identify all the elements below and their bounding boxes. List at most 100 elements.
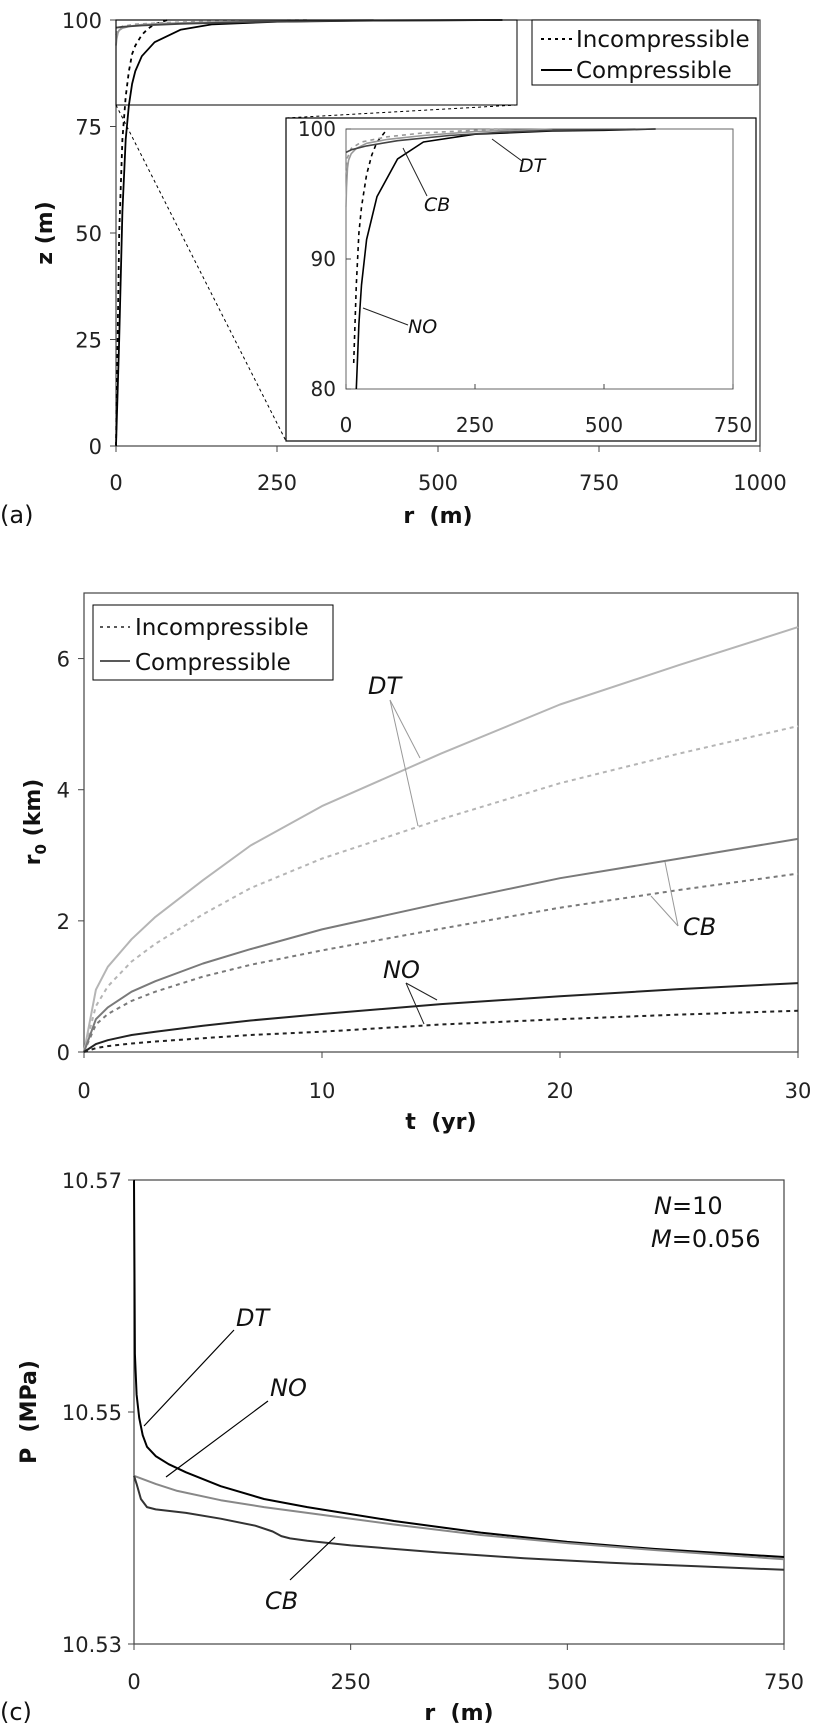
panel-c-series — [133, 1179, 785, 1571]
panel-b-legend-compressible: Compressible — [135, 650, 291, 676]
panel-c-annotation-cb: CB — [265, 1587, 298, 1615]
panel-b-x-tick-label: 0 — [77, 1079, 90, 1103]
inset-annotation-no: NO — [408, 316, 437, 338]
panel-a-series-dashed-3 — [115, 19, 310, 36]
panel-a-inset-ticks: 0 250 500 750 80 90 100 — [298, 117, 752, 437]
inset-annotation-arrow-no — [362, 307, 409, 326]
panel-a-inset-series-dashed-3 — [345, 128, 501, 175]
panel-b-y-tick-label: 0 — [57, 1041, 70, 1065]
panel-b-series-dt-solid-0 — [83, 626, 799, 1053]
panel-b-series-cb-dashed-3 — [83, 872, 799, 1053]
panel-a-y-tick-label: 50 — [75, 222, 102, 246]
panel-b-annotation-arrow-no — [405, 982, 425, 1025]
panel-c-ticks: 0 250 500 750 10.53 10.55 10.57 — [62, 1169, 804, 1694]
panel-c-annotation-arrow-cb — [289, 1536, 336, 1581]
panel-a-inset-x-tick-label: 750 — [714, 413, 752, 437]
panel-a-zoom-box — [115, 19, 518, 106]
panel-b-series — [83, 626, 799, 1053]
panel-b-series-no-dashed-5 — [83, 1009, 799, 1053]
panel-b-annotation-arrow-no — [405, 982, 438, 1001]
panel-a-legend-compressible: Compressible — [576, 58, 732, 84]
panel-b-y-tick-label: 6 — [57, 648, 70, 672]
panel-a-inset: 0 250 500 750 80 90 100 DT CB NO — [285, 117, 757, 442]
panel-b-xlabel: t (yr) — [405, 1110, 476, 1135]
panel-a-x-tick-label: 750 — [579, 471, 619, 495]
panel-c-x-tick-label: 750 — [764, 1670, 804, 1694]
panel-a-legend: Incompressible Compressible — [531, 19, 759, 86]
panel-c-annotation-dt: DT — [236, 1304, 271, 1332]
panel-b-series-cb-solid-2 — [83, 837, 799, 1053]
panel-a-x-tick-label: 500 — [418, 471, 458, 495]
panel-a-inset-x-tick-label: 0 — [340, 413, 353, 437]
panel-a-y-tick-label: 75 — [75, 116, 102, 140]
panel-b-annotation-arrow-dt — [389, 699, 419, 827]
panel-a-x-tick-label: 250 — [257, 471, 297, 495]
panel-b-annotation-no: NO — [383, 956, 420, 984]
panel-a-inset-y-tick-label: 80 — [311, 377, 336, 401]
panel-b-series-no-solid-4 — [83, 982, 799, 1053]
panel-a-y-tick-label: 25 — [75, 329, 102, 353]
panel-b-ylabel-rest: (km) — [21, 779, 46, 844]
panel-c-annotation-arrow-dt — [143, 1329, 235, 1427]
inset-annotation-arrow-cb — [402, 147, 428, 197]
panel-a-xlabel: r (m) — [403, 504, 472, 529]
panel-b-ylabel-main: r — [21, 854, 46, 865]
panel-c-param-n-value: =10 — [672, 1192, 723, 1220]
panel-c-param-m-symbol: M — [651, 1225, 672, 1253]
panel-a-y-tick-label: 100 — [62, 9, 102, 33]
panel-b-legend-incompressible: Incompressible — [135, 615, 309, 641]
panel-b-annotation-arrow-cb — [650, 895, 679, 927]
panel-c-param-n-symbol: N — [654, 1192, 672, 1220]
panel-a-x-tick-label: 1000 — [733, 471, 786, 495]
panel-a-inset-frame — [285, 117, 757, 442]
panel-c-y-tick-label: 10.57 — [62, 1169, 122, 1193]
panel-a-inset-series-solid-4 — [345, 128, 656, 154]
panel-a-zoom-connector — [115, 104, 287, 442]
inset-annotation-cb: CB — [424, 194, 450, 216]
panel-c: 0 250 500 750 10.53 10.55 10.57 N=10 M=0.056 D… — [0, 1169, 804, 1726]
panel-c-x-tick-label: 500 — [547, 1670, 587, 1694]
panel-b-legend: Incompressible Compressible — [92, 604, 334, 681]
panel-b-ylabel-sub: 0 — [32, 844, 50, 854]
panel-a-x-tick-label: 0 — [109, 471, 122, 495]
panel-c-annotation-arrow-no — [165, 1400, 269, 1478]
inset-annotation-arrow-dt — [491, 138, 523, 162]
panel-b-legend-box — [92, 604, 334, 681]
panel-c-y-tick-label: 10.55 — [62, 1401, 122, 1425]
panel-c-param-n: N=10 — [654, 1192, 723, 1220]
panel-c-y-tick-label: 10.53 — [62, 1633, 122, 1657]
panel-c-x-tick-label: 0 — [127, 1670, 140, 1694]
panel-c-series-cb-solid-2 — [133, 1475, 785, 1571]
panel-a-inset-y-tick-label: 100 — [298, 117, 336, 141]
panel-c-series-dt-solid-0 — [133, 1179, 785, 1558]
panel-c-param-m: M=0.056 — [651, 1225, 761, 1253]
panel-a-zoom-connector — [285, 104, 518, 119]
panel-b-ylabel: r0 (km) — [21, 779, 50, 866]
panel-c-ylabel: P (MPa) — [17, 1360, 42, 1464]
panel-a-inset-y-tick-label: 90 — [311, 247, 336, 271]
panel-b-x-tick-label: 10 — [309, 1079, 336, 1103]
panel-b-y-tick-label: 4 — [57, 779, 70, 803]
panel-c-annotation-no: NO — [270, 1374, 307, 1402]
panel-b-series-dt-dashed-1 — [83, 725, 799, 1053]
panel-b-annotation-dt: DT — [368, 672, 403, 700]
panel-b-annotation-arrow-cb — [664, 861, 679, 927]
panel-a-label: (a) — [0, 501, 33, 529]
panel-a-series-dashed-0 — [115, 19, 168, 447]
panel-c-param-m-value: =0.056 — [672, 1225, 761, 1253]
panel-a-y-tick-label: 0 — [89, 435, 102, 459]
panel-b-x-tick-label: 20 — [547, 1079, 574, 1103]
panel-b-annotation-arrow-dt — [389, 699, 421, 759]
inset-annotation-dt: DT — [519, 155, 547, 177]
panel-b-ticks: 0 10 20 30 0 2 4 6 — [57, 648, 812, 1103]
panel-a-legend-box — [531, 19, 759, 86]
panel-a-inset-series — [345, 128, 656, 390]
panel-b-annotation-cb: CB — [683, 913, 716, 941]
panel-c-x-tick-label: 250 — [331, 1670, 371, 1694]
panel-a-inset-x-tick-label: 250 — [456, 413, 494, 437]
panel-c-label: (c) — [0, 1698, 32, 1726]
